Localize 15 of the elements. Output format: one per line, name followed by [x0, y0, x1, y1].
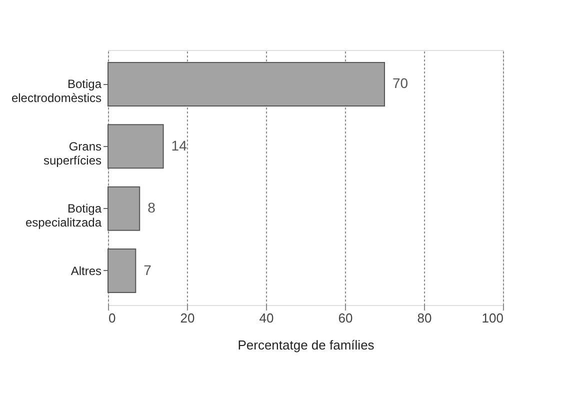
x-tick-label: 0 [108, 310, 116, 326]
data-label: 70 [392, 75, 408, 92]
data-label: 14 [171, 137, 188, 154]
data-label: 8 [148, 200, 156, 216]
data-label: 7 [144, 262, 152, 278]
y-tick-label: Altres [70, 264, 102, 278]
y-tick-label: Grans superfícies [43, 139, 102, 168]
x-tick-label: 80 [417, 310, 432, 326]
x-tick-label: 100 [482, 310, 504, 326]
x-tick-label: 40 [259, 310, 274, 326]
x-tick-label: 20 [180, 310, 195, 326]
y-tick-label: Botiga electrodomèstics [11, 77, 102, 106]
x-tick-label: 60 [338, 310, 353, 326]
y-tick-label: Botiga especialitzada [25, 202, 102, 230]
x-axis-title: Percentatge de famílies [238, 338, 375, 352]
